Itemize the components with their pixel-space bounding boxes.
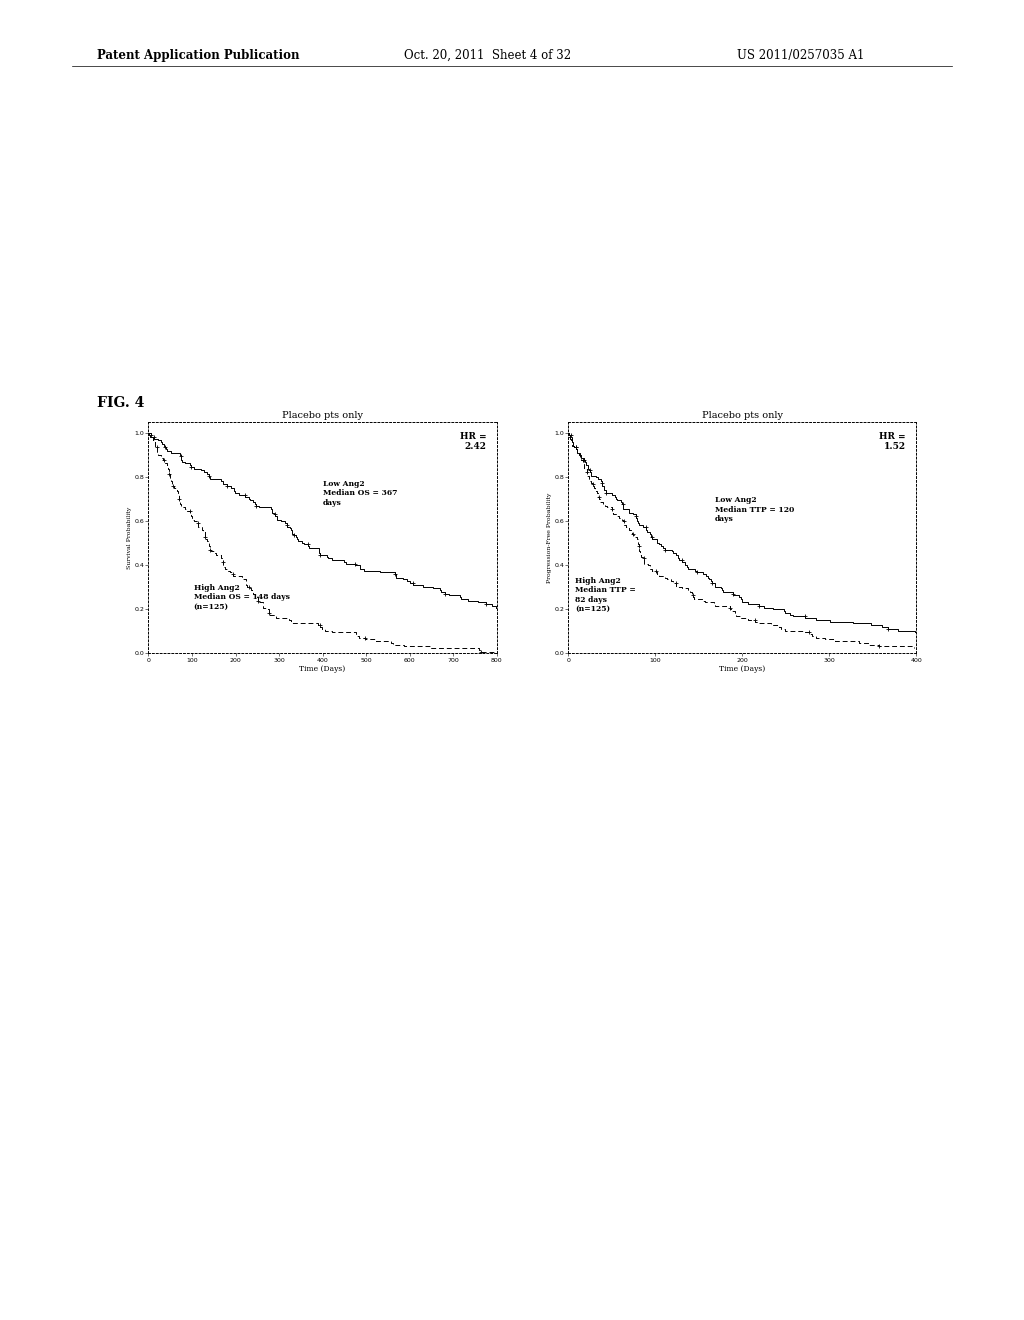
Y-axis label: Progression-Free Probability: Progression-Free Probability: [547, 492, 552, 583]
Text: US 2011/0257035 A1: US 2011/0257035 A1: [737, 49, 864, 62]
X-axis label: Time (Days): Time (Days): [299, 665, 346, 673]
Text: High Ang2
Median OS = 148 days
(n=125): High Ang2 Median OS = 148 days (n=125): [194, 583, 290, 610]
Text: Patent Application Publication: Patent Application Publication: [97, 49, 300, 62]
Text: HR =
1.52: HR = 1.52: [880, 432, 906, 451]
Title: Placebo pts only: Placebo pts only: [701, 412, 783, 420]
Text: Oct. 20, 2011  Sheet 4 of 32: Oct. 20, 2011 Sheet 4 of 32: [404, 49, 571, 62]
Text: Low Ang2
Median TTP = 120
days: Low Ang2 Median TTP = 120 days: [715, 496, 794, 523]
Text: FIG. 4: FIG. 4: [97, 396, 144, 411]
Title: Placebo pts only: Placebo pts only: [282, 412, 364, 420]
Text: HR =
2.42: HR = 2.42: [460, 432, 486, 451]
X-axis label: Time (Days): Time (Days): [719, 665, 766, 673]
Text: Low Ang2
Median OS = 367
days: Low Ang2 Median OS = 367 days: [323, 480, 397, 507]
Y-axis label: Survival Probability: Survival Probability: [127, 507, 132, 569]
Text: High Ang2
Median TTP =
82 days
(n=125): High Ang2 Median TTP = 82 days (n=125): [575, 577, 636, 612]
